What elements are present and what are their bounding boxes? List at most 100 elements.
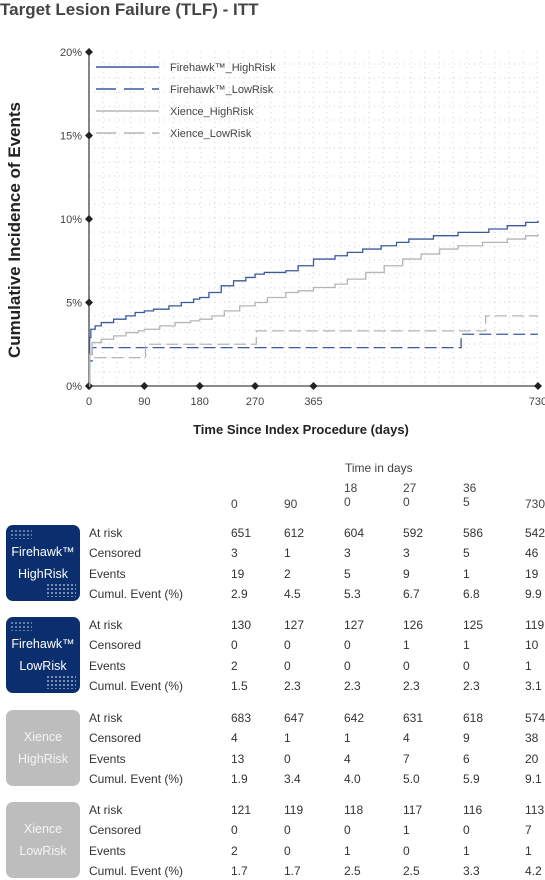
x-tick-marker [140,382,149,390]
table-cell: 5.0 [403,771,420,786]
table-cell: 5 [463,546,470,561]
table-cell: 1 [463,843,470,858]
series-line [88,333,538,387]
table-cell: 631 [403,711,424,725]
legend: Firehawk™_HighRisk Firehawk™_LowRisk Xienc… [96,62,276,140]
table-cell: 46 [525,546,539,561]
table-cell: 4.2 [525,863,542,878]
table-cell: 2.3 [284,678,301,693]
y-tick-label: 0% [66,381,82,393]
y-tick-marker [85,131,93,140]
table-cell: 13 [231,751,245,766]
group-name: HighRisk [17,567,68,581]
table-cell: 4 [403,731,410,746]
table-cell: 9 [403,566,410,581]
x-tick-label: 365 [304,396,322,408]
series-line [88,220,539,387]
y-tick-label: 10% [60,214,82,226]
table-cell: 2.3 [463,678,480,693]
table-cell: 127 [344,618,365,632]
table-cell: 574 [525,711,545,725]
x-tick-marker [251,382,260,390]
table-cell: 9.1 [525,771,542,786]
table-cell: 0 [403,843,410,858]
table-cell: 1 [284,731,291,746]
time-caption: Time in days [345,461,413,475]
column-header: 90 [284,497,298,511]
table-cell: 0 [284,638,291,653]
table-cell: 1 [463,638,470,653]
table-cell: 6.8 [463,586,480,601]
group-badge: Firehawk™ LowRisk [6,617,80,693]
table-cell: 2 [284,566,291,581]
y-tick-label: 15% [60,131,82,143]
column-header: 0 [231,497,238,511]
x-tick-label: 270 [246,396,264,408]
table-cell: 4.0 [344,771,361,786]
y-tick-label: 20% [60,47,82,59]
table-cell: 604 [344,526,365,540]
axes: 0% 5% 10% 15% 20% 0 90 180 270 365 730 [60,47,545,408]
table-cell: 3.3 [463,863,480,878]
table-cell: 1.7 [284,863,301,878]
y-tick-label: 5% [66,298,82,310]
row-label: Cumul. Event (%) [89,863,184,878]
table-cell: 592 [403,526,424,540]
table-cell: 2.5 [403,863,420,878]
badge-pattern [10,529,32,539]
table-cell: 4 [344,751,351,766]
table-cell: 6.7 [403,586,420,601]
table-cell: 0 [284,823,291,838]
group-name: HighRisk [17,752,68,766]
y-axis-label: Cumulative Incidence of Events [5,102,24,358]
group-badge: Firehawk™ HighRisk [6,525,80,601]
table-cell: 2.9 [231,586,248,601]
y-tick-marker [85,298,93,307]
legend-entry: Xience_LowRisk [170,128,252,140]
group-name: Firehawk™ [11,545,75,559]
table-cell: 119 [525,618,545,632]
table-cell: 2.3 [403,678,420,693]
row-label: At risk [89,711,123,725]
table-cell: 586 [463,526,484,540]
row-label: Cumul. Event (%) [89,678,184,693]
table-cell: 1 [344,731,351,746]
row-label: At risk [89,526,123,540]
table-cell: 121 [231,803,252,817]
row-label: Events [89,658,126,673]
row-label: Events [89,566,126,581]
table-cell: 113 [525,803,545,817]
table-cell: 0 [284,843,291,858]
table-cell: 683 [231,711,252,725]
grid [89,52,538,386]
table-cell: 0 [344,638,351,653]
table-cell: 1.9 [231,771,248,786]
table-cell: 612 [284,526,305,540]
table-cell: 38 [525,731,539,746]
row-label: Censored [89,638,142,653]
table-cell: 2.3 [344,678,361,693]
table-cell: 119 [284,803,304,817]
column-header: 730 [525,497,545,511]
table-cell: 618 [463,711,484,725]
table-cell: 542 [525,526,545,540]
y-tick-marker [85,48,93,56]
group-name: Firehawk™ [11,637,75,651]
row-label: At risk [89,803,123,817]
x-tick-marker [195,382,204,390]
table-cell: 118 [344,803,364,817]
table-cell: 7 [525,823,532,838]
table-cell: 5 [344,566,351,581]
table-cell: 0 [231,823,238,838]
badge-pattern [46,583,76,597]
row-label: Events [89,843,126,858]
table-cell: 0 [463,658,470,673]
legend-entry: Firehawk™_HighRisk [170,62,276,74]
table-cell: 130 [231,618,252,632]
table-cell: 0 [344,823,351,838]
row-label: Cumul. Event (%) [89,586,184,601]
column-header: 36 5 [463,481,477,509]
x-tick-marker [534,382,542,390]
x-tick-label: 0 [86,396,92,408]
legend-entry: Xience_HighRisk [170,106,254,118]
